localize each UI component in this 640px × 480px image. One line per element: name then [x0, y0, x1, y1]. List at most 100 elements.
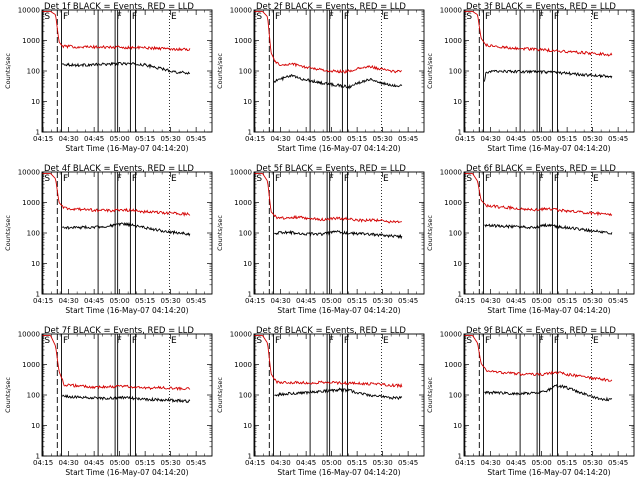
y-tick-label: 100: [449, 230, 462, 238]
event-marker-label: E: [171, 174, 177, 184]
series-line-events: [484, 384, 613, 402]
chart-title: Det 3f BLACK = Events, RED = LLD: [466, 2, 616, 12]
y-tick-label: 100: [239, 392, 252, 400]
x-axis-label: Start Time (16-May-07 04:14:20): [487, 144, 610, 153]
x-tick-label: 05:15: [347, 135, 367, 143]
chart-title: Det 5f BLACK = Events, RED = LLD: [256, 164, 406, 174]
x-tick-label: 05:45: [398, 459, 418, 467]
x-tick-label: 05:45: [186, 135, 206, 143]
event-marker-label: S: [44, 174, 50, 184]
event-marker-label: F: [485, 12, 490, 22]
chart-panel-6: Det 6f BLACK = Events, RED = LLD Counts/s…: [426, 164, 635, 315]
x-tick-label: 04:45: [84, 297, 104, 305]
x-tick-label: 04:45: [506, 297, 526, 305]
y-tick-label: 10: [453, 260, 462, 268]
y-tick-label: 1: [248, 453, 252, 461]
x-tick-label: 05:45: [608, 297, 628, 305]
event-marker-label: F: [132, 12, 137, 22]
chart-panel-2: Det 2f BLACK = Events, RED = LLD Counts/s…: [216, 2, 425, 153]
y-tick-label: 100: [27, 230, 40, 238]
x-tick-label: 04:45: [296, 459, 316, 467]
x-tick-label: 05:15: [135, 297, 155, 305]
x-tick-label: 04:30: [59, 297, 79, 305]
x-tick-label: 04:30: [271, 135, 291, 143]
y-tick-label: 10: [453, 98, 462, 106]
x-tick-label: 04:15: [455, 135, 475, 143]
event-marker-label: E: [171, 336, 177, 346]
x-tick-label: 05:15: [557, 459, 577, 467]
plot-frame: [253, 171, 425, 295]
y-tick-label: 10000: [230, 169, 252, 177]
y-tick-label: 1: [36, 453, 40, 461]
plot-frame: [41, 171, 213, 295]
y-tick-label: 100: [449, 68, 462, 76]
y-tick-label: 10000: [18, 7, 40, 15]
y-axis-label: Counts/sec: [426, 53, 434, 89]
event-marker-label: F: [554, 174, 559, 184]
event-marker-label: S: [466, 12, 472, 22]
chart-title: Det 7f BLACK = Events, RED = LLD: [44, 326, 194, 336]
event-marker-label: F: [275, 336, 280, 346]
chart-panel-8: Det 8f BLACK = Events, RED = LLD Counts/s…: [216, 326, 425, 477]
chart-panel-9: Det 9f BLACK = Events, RED = LLD Counts/s…: [426, 326, 635, 477]
plot-frame: [253, 333, 425, 457]
x-tick-label: 04:45: [84, 135, 104, 143]
event-marker-label: E: [383, 336, 389, 346]
event-marker-label: F: [329, 12, 334, 22]
y-tick-label: 10000: [18, 331, 40, 339]
event-marker-label: F: [344, 174, 349, 184]
x-axis-label: Start Time (16-May-07 04:14:20): [65, 468, 188, 477]
event-marker-label: F: [63, 174, 68, 184]
x-tick-label: 05:45: [398, 297, 418, 305]
series-line-lld: [254, 172, 402, 224]
series-line-lld: [42, 10, 191, 52]
event-marker-label: F: [117, 12, 122, 22]
series-line-lld: [464, 172, 613, 217]
event-marker-label: S: [256, 174, 262, 184]
series-line-events: [484, 222, 613, 235]
event-marker-label: F: [554, 336, 559, 346]
chart-title: Det 6f BLACK = Events, RED = LLD: [466, 164, 616, 174]
event-marker-label: S: [44, 12, 50, 22]
event-marker-label: F: [275, 174, 280, 184]
x-tick-label: 05:00: [532, 135, 552, 143]
plot-frame: [463, 171, 635, 295]
x-tick-label: 04:30: [271, 297, 291, 305]
x-tick-label: 05:00: [532, 459, 552, 467]
plot-frame: [253, 9, 425, 133]
event-marker-label: F: [117, 336, 122, 346]
x-axis-label: Start Time (16-May-07 04:14:20): [65, 306, 188, 315]
x-tick-label: 05:30: [373, 459, 393, 467]
event-marker-label: F: [63, 336, 68, 346]
series-line-events: [483, 69, 613, 82]
series-line-events: [274, 387, 403, 401]
x-tick-label: 05:00: [322, 459, 342, 467]
x-axis-label: Start Time (16-May-07 04:14:20): [277, 468, 400, 477]
y-axis-label: Counts/sec: [4, 377, 12, 413]
x-tick-label: 04:15: [245, 135, 265, 143]
x-tick-label: 05:45: [186, 459, 206, 467]
y-tick-label: 1: [248, 291, 252, 299]
event-marker-label: E: [593, 12, 599, 22]
y-tick-label: 100: [239, 68, 252, 76]
event-marker-label: F: [132, 174, 137, 184]
x-tick-label: 05:00: [322, 135, 342, 143]
event-marker-label: F: [329, 336, 334, 346]
x-tick-label: 05:30: [583, 297, 603, 305]
event-marker-label: F: [344, 12, 349, 22]
x-tick-label: 04:30: [481, 135, 501, 143]
x-tick-label: 05:30: [161, 459, 181, 467]
event-marker-label: S: [466, 336, 472, 346]
x-tick-label: 04:15: [245, 297, 265, 305]
x-tick-label: 05:45: [608, 459, 628, 467]
x-tick-label: 04:15: [33, 135, 53, 143]
x-tick-label: 05:15: [135, 135, 155, 143]
x-axis-label: Start Time (16-May-07 04:14:20): [487, 468, 610, 477]
series-line-lld: [42, 172, 191, 217]
chart-title: Det 9f BLACK = Events, RED = LLD: [466, 326, 616, 336]
y-axis-label: Counts/sec: [216, 53, 224, 89]
y-tick-label: 100: [239, 230, 252, 238]
x-tick-label: 05:30: [583, 135, 603, 143]
series-line-events: [62, 394, 191, 404]
